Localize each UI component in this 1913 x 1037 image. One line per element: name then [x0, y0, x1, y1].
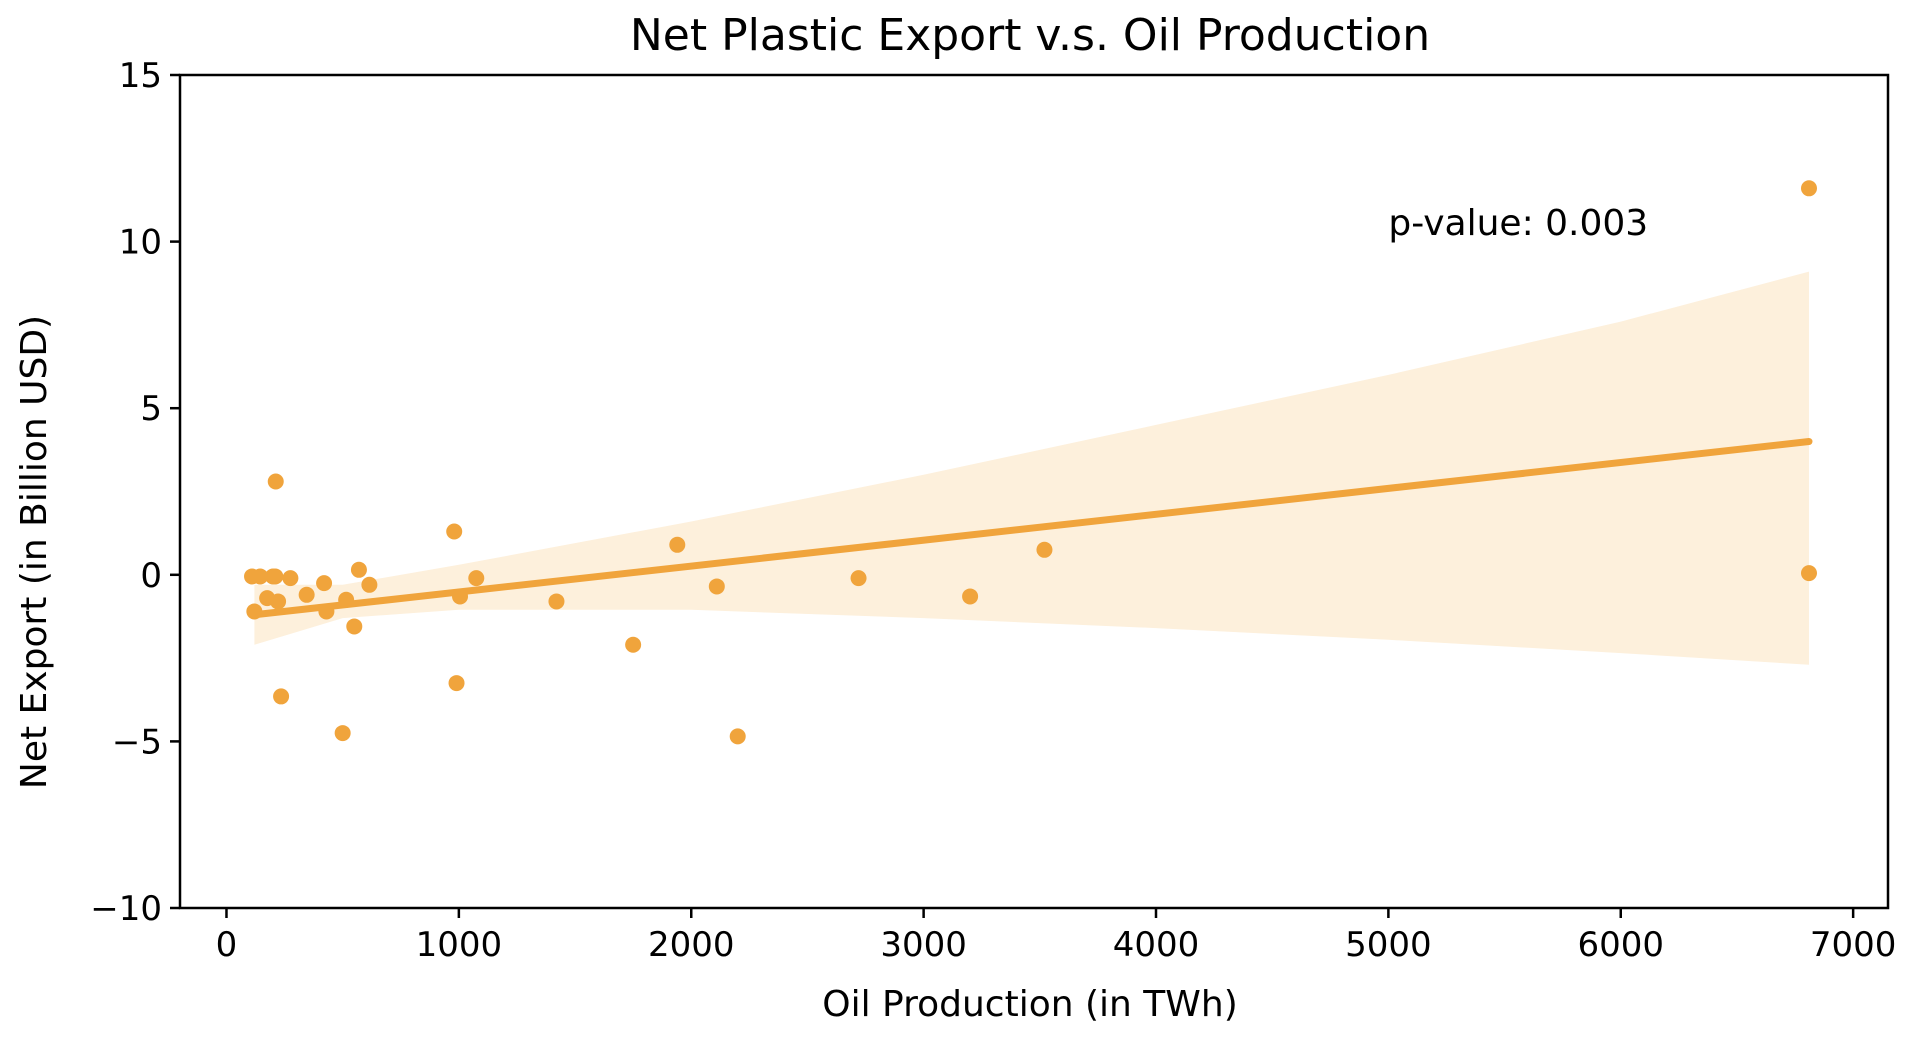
data-point — [669, 536, 686, 553]
regression-line — [250, 438, 1813, 619]
data-point — [282, 570, 299, 587]
x-tick-label: 2000 — [648, 925, 735, 965]
x-tick-label: 7000 — [1810, 925, 1897, 965]
x-axis-label: Oil Production (in TWh) — [822, 984, 1238, 1025]
x-tick-label: 1000 — [416, 925, 503, 965]
data-point — [267, 568, 284, 585]
data-point — [334, 725, 351, 742]
data-point — [350, 561, 367, 578]
data-point — [316, 575, 333, 592]
y-tick-label: 15 — [119, 56, 162, 96]
data-point — [1800, 565, 1817, 582]
data-point — [246, 603, 263, 620]
data-point — [273, 688, 290, 705]
data-point — [962, 588, 979, 605]
x-tick-label: 5000 — [1345, 925, 1432, 965]
data-point — [346, 618, 363, 635]
y-axis-label: Net Export (in Billion USD) — [14, 315, 55, 789]
p-value-annotation: p-value: 0.003 — [1388, 203, 1648, 244]
data-point — [625, 636, 642, 653]
plot-frame — [178, 73, 1890, 910]
data-point — [338, 591, 355, 608]
data-point — [708, 578, 725, 595]
data-point — [1800, 180, 1817, 197]
data-point — [548, 593, 565, 610]
data-point — [270, 593, 287, 610]
x-tick-label: 0 — [216, 925, 238, 965]
data-point — [729, 728, 746, 745]
x-tick-label: 4000 — [1113, 925, 1200, 965]
confidence-band — [254, 271, 1809, 665]
data-point — [448, 675, 465, 692]
data-point — [446, 523, 463, 540]
y-tick-label: −5 — [112, 722, 162, 762]
y-tick-label: 0 — [140, 556, 162, 596]
y-tick-label: −10 — [90, 889, 162, 929]
data-point — [252, 568, 269, 585]
y-tick-label: 5 — [140, 389, 162, 429]
data-point — [468, 570, 485, 587]
x-tick-label: 3000 — [880, 925, 967, 965]
data-point — [452, 588, 469, 605]
chart-title: Net Plastic Export v.s. Oil Production — [630, 10, 1430, 61]
data-point — [1036, 541, 1053, 558]
data-point — [298, 586, 315, 603]
x-tick-label: 6000 — [1577, 925, 1664, 965]
data-point — [318, 603, 335, 620]
data-point — [850, 570, 867, 587]
data-point — [361, 576, 378, 593]
plot-area: p-value: 0.003 0 1000 2000 3000 4000 5000 6000 7… — [90, 56, 1896, 965]
y-tick-label: 10 — [119, 223, 162, 263]
data-point — [267, 473, 284, 490]
